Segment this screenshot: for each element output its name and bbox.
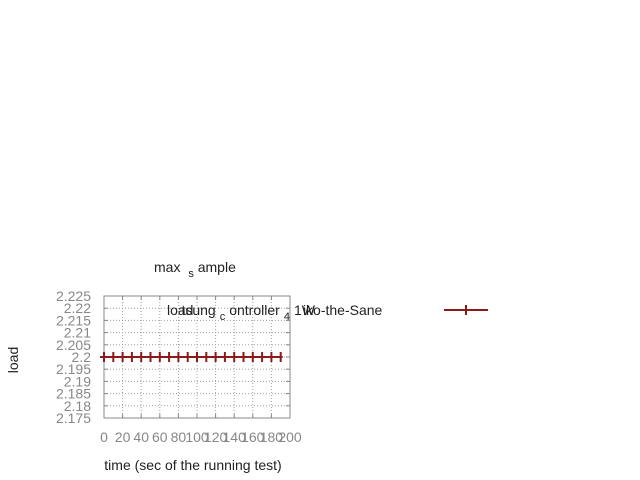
- chart-title: max s ample: [154, 259, 236, 280]
- x-tick-label: 180: [260, 429, 284, 445]
- legend-part: c: [220, 311, 226, 323]
- x-tick-label: 140: [223, 429, 247, 445]
- y-tick-label: 2.18: [64, 398, 91, 414]
- legend-part: ontroller: [229, 302, 280, 318]
- y-tick-label: 2.19: [64, 373, 91, 389]
- axis-ticks: 2.1752.182.1852.192.1952.22.2052.212.215…: [56, 288, 302, 445]
- legend: loadtsung c ontroller 4 1Wiko-the-Sane: [167, 302, 488, 323]
- legend-part: load: [167, 302, 193, 318]
- legend-part: 4: [284, 311, 290, 323]
- x-tick-label: 80: [171, 429, 187, 445]
- y-tick-label: 2.195: [56, 361, 91, 377]
- y-tick-label: 2.215: [56, 312, 91, 328]
- legend-part: 1W: [294, 302, 316, 318]
- x-tick-label: 160: [241, 429, 265, 445]
- x-tick-label: 120: [204, 429, 228, 445]
- x-tick-label: 20: [115, 429, 131, 445]
- x-tick-label: 40: [133, 429, 149, 445]
- y-tick-label: 2.22: [64, 300, 91, 316]
- chart-title-main: max: [154, 259, 180, 275]
- legend-part: iko-the-Sane: [303, 302, 383, 318]
- y-tick-label: 2.2: [72, 349, 92, 365]
- y-tick-label: 2.205: [56, 337, 91, 353]
- y-tick-label: 2.225: [56, 288, 91, 304]
- chart-title-rest: ample: [198, 259, 236, 275]
- legend-part: tsung: [181, 302, 215, 318]
- x-tick-label: 100: [185, 429, 209, 445]
- x-tick-label: 60: [152, 429, 168, 445]
- legend-label: loadtsung c ontroller 4 1Wiko-the-Sane: [167, 302, 383, 323]
- x-tick-label: 0: [100, 429, 108, 445]
- y-tick-label: 2.185: [56, 386, 91, 402]
- series-layer: [100, 352, 283, 362]
- x-axis-label: time (sec of the running test): [104, 457, 281, 473]
- y-tick-label: 2.21: [64, 325, 91, 341]
- y-tick-label: 2.175: [56, 410, 91, 426]
- chart-title-sub: s: [188, 268, 194, 280]
- y-axis-label: load: [5, 347, 21, 373]
- x-tick-label: 200: [278, 429, 302, 445]
